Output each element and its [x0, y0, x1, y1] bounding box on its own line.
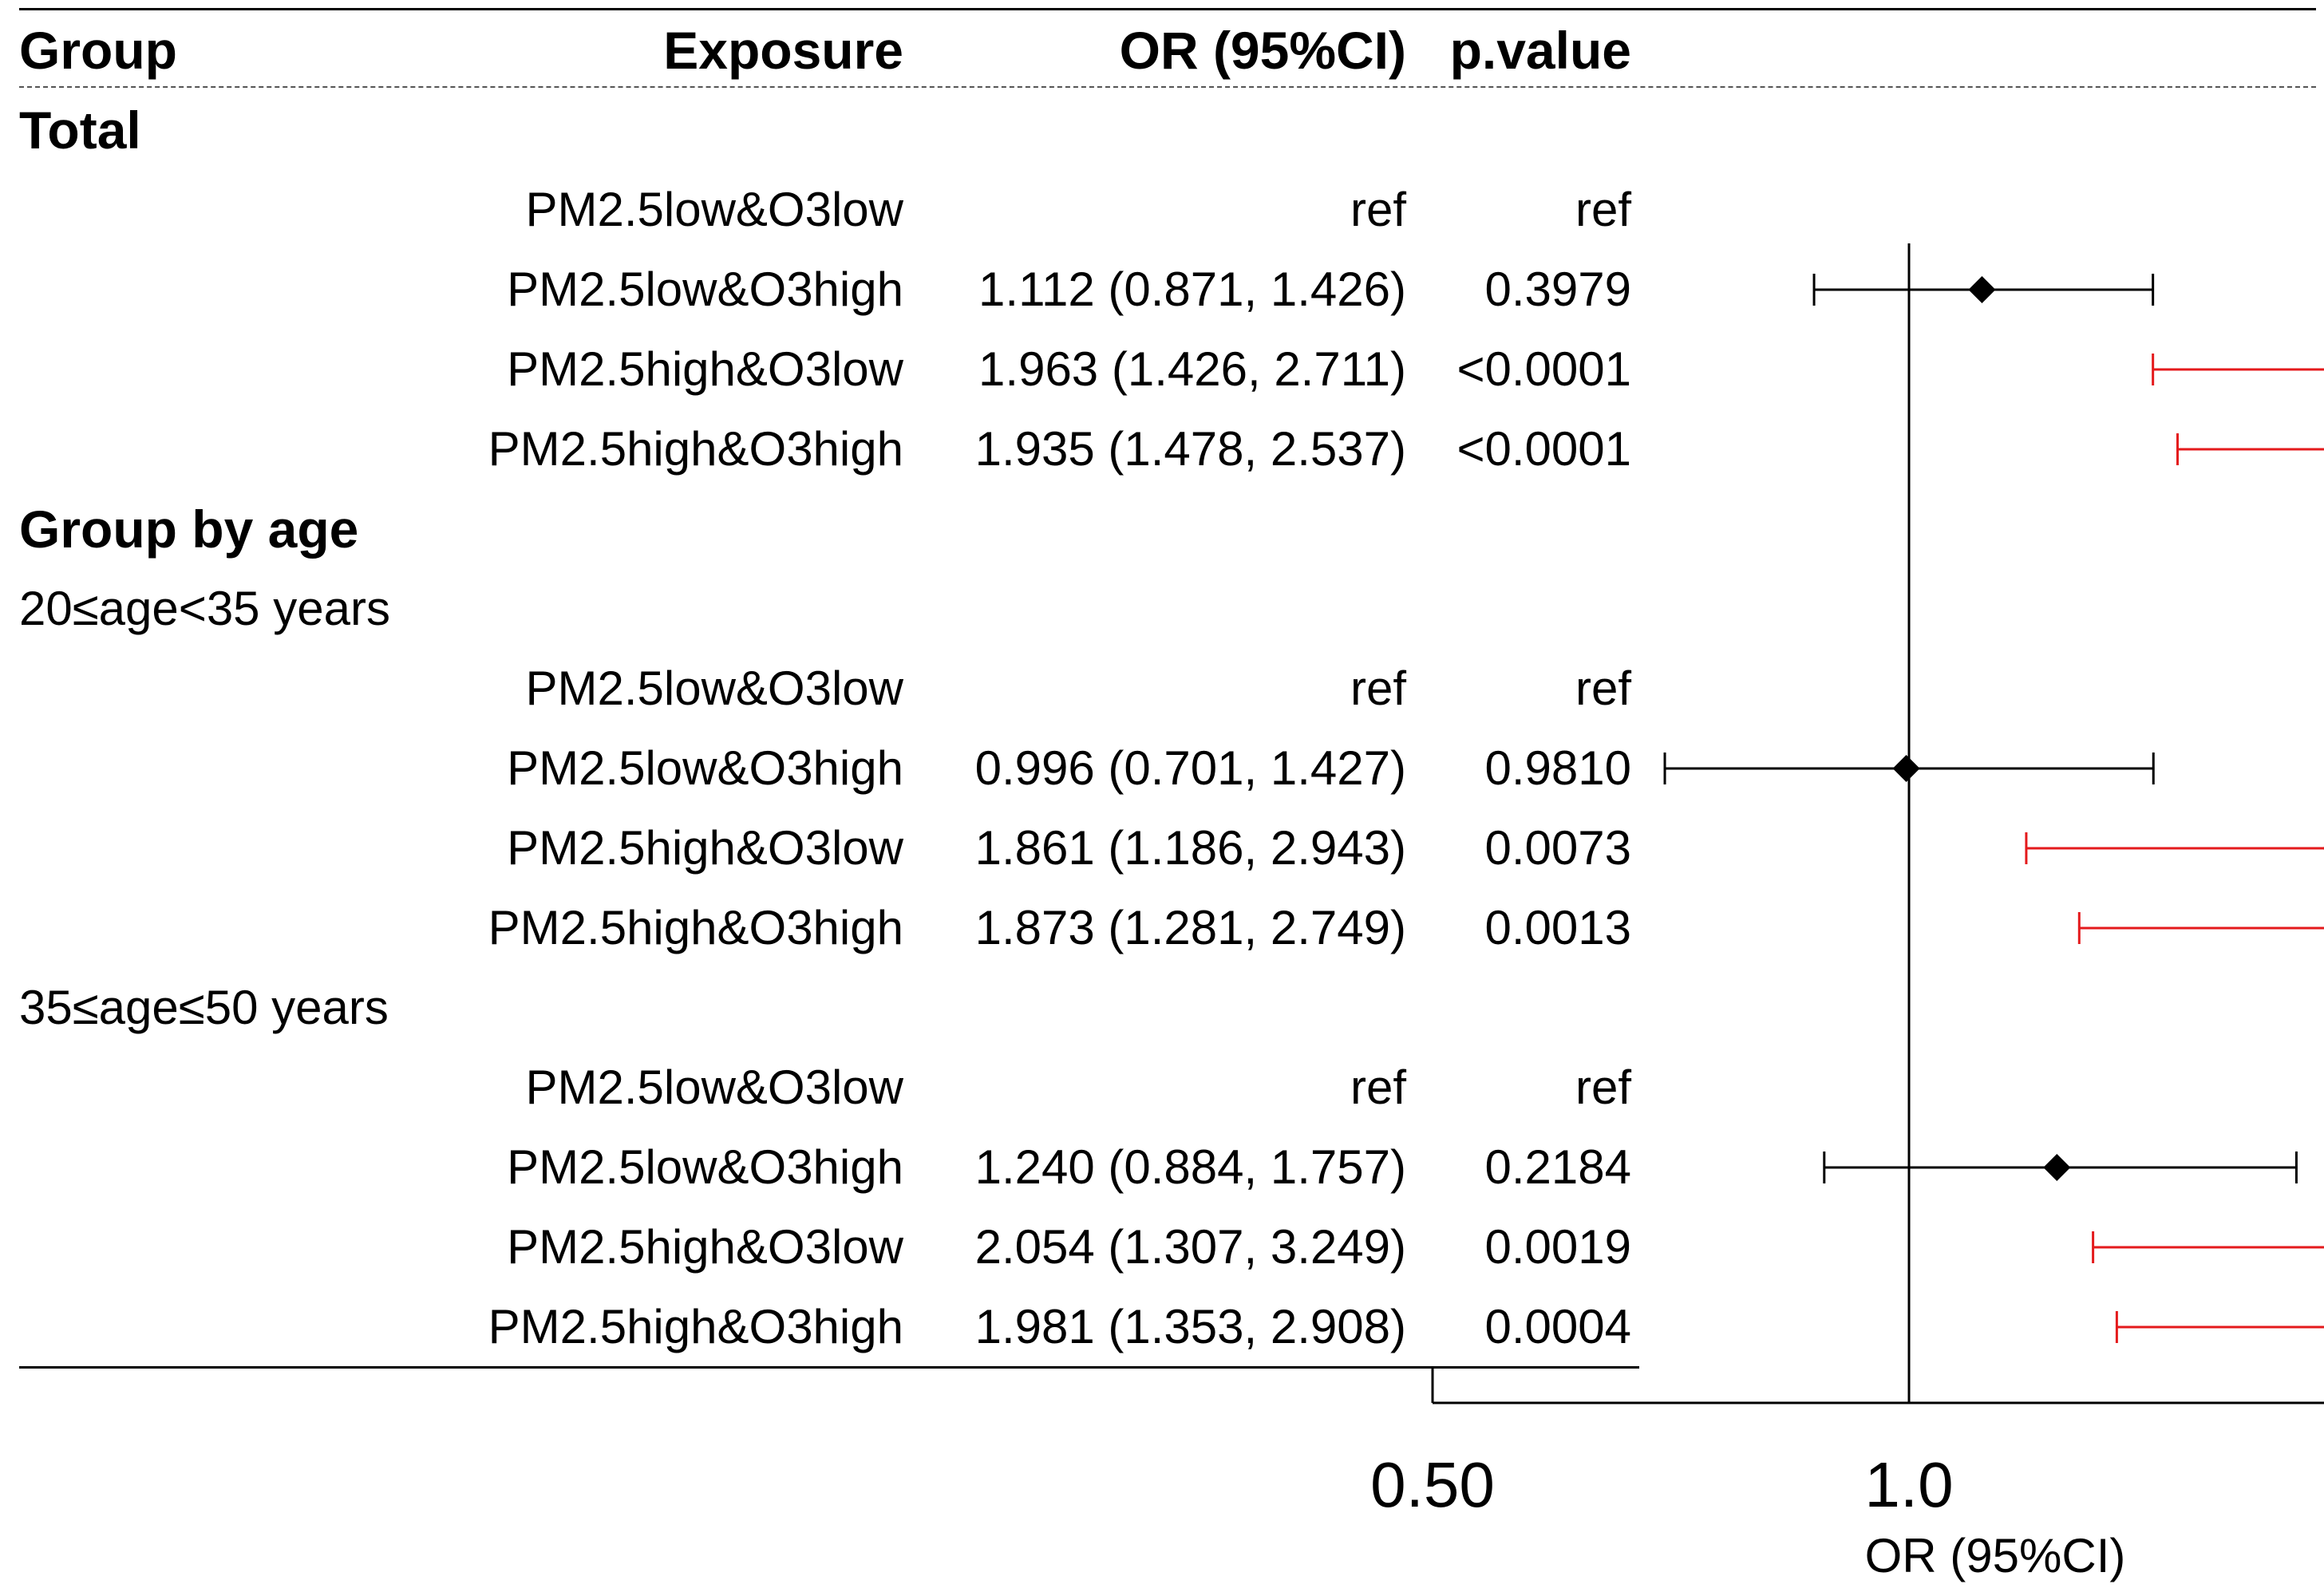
- header-exposure: Exposure: [663, 21, 903, 80]
- exposure-label: PM2.5high&O3low: [507, 342, 903, 396]
- p-value: 0.0013: [1484, 901, 1631, 954]
- exposure-label: PM2.5low&O3high: [507, 741, 903, 795]
- p-value: 0.3979: [1484, 263, 1631, 316]
- or-ci-value: 1.240 (0.884, 1.757): [974, 1140, 1406, 1194]
- or-ci-value: 2.054 (1.307, 3.249): [974, 1220, 1406, 1274]
- or-ci-value: 1.861 (1.186, 2.943): [974, 821, 1406, 875]
- header-pvalue: p.value: [1449, 21, 1631, 80]
- or-ci-value: 1.963 (1.426, 2.711): [978, 342, 1406, 396]
- exposure-label: PM2.5high&O3high: [488, 1300, 903, 1353]
- header-group: Group: [19, 21, 177, 80]
- or-point: [1968, 276, 1996, 303]
- x-tick-label: 1.0: [1864, 1449, 1953, 1520]
- or-ci-value: ref: [1350, 183, 1406, 236]
- or-ci-value: 0.996 (0.701, 1.427): [974, 741, 1406, 795]
- header-divider: [19, 86, 2316, 88]
- x-tick-label: 0.50: [1370, 1449, 1495, 1520]
- or-point: [1892, 755, 1920, 782]
- exposure-label: PM2.5low&O3high: [507, 263, 903, 316]
- group-heading: Total: [19, 101, 141, 160]
- p-value: ref: [1575, 662, 1631, 715]
- exposure-label: PM2.5high&O3high: [488, 901, 903, 954]
- p-value: 0.0019: [1484, 1220, 1631, 1274]
- p-value: 0.0073: [1484, 821, 1631, 875]
- p-value: 0.0004: [1484, 1300, 1631, 1353]
- exposure-label: PM2.5high&O3low: [507, 1220, 903, 1274]
- or-ci-value: 1.112 (0.871, 1.426): [978, 263, 1406, 316]
- x-axis-title: OR (95%CI): [1865, 1529, 2126, 1582]
- p-value: ref: [1575, 183, 1631, 236]
- header-or-ci: OR (95%CI): [1119, 21, 1406, 80]
- or-ci-value: ref: [1350, 662, 1406, 715]
- table-top-rule: [19, 8, 2316, 10]
- exposure-label: PM2.5low&O3low: [525, 183, 903, 236]
- exposure-label: PM2.5high&O3high: [488, 422, 903, 476]
- or-ci-value: 1.873 (1.281, 2.749): [974, 901, 1406, 954]
- or-ci-value: 1.981 (1.353, 2.908): [974, 1300, 1406, 1353]
- exposure-label: PM2.5high&O3low: [507, 821, 903, 875]
- table-bottom-rule: [19, 1366, 1639, 1369]
- exposure-label: PM2.5low&O3low: [525, 662, 903, 715]
- or-point: [2322, 846, 2324, 851]
- or-ci-value: 1.935 (1.478, 2.537): [974, 422, 1406, 476]
- p-value: ref: [1575, 1061, 1631, 1114]
- p-value: 0.9810: [1484, 741, 1631, 795]
- p-value: 0.2184: [1484, 1140, 1631, 1194]
- p-value: <0.0001: [1456, 342, 1631, 396]
- or-point: [2043, 1154, 2071, 1181]
- subgroup-label: 35≤age≤50 years: [19, 981, 389, 1034]
- exposure-label: PM2.5low&O3high: [507, 1140, 903, 1194]
- subgroup-label: 20≤age<35 years: [19, 582, 390, 635]
- or-ci-value: ref: [1350, 1061, 1406, 1114]
- group-heading: Group by age: [19, 500, 359, 559]
- p-value: <0.0001: [1456, 422, 1631, 476]
- exposure-label: PM2.5low&O3low: [525, 1061, 903, 1114]
